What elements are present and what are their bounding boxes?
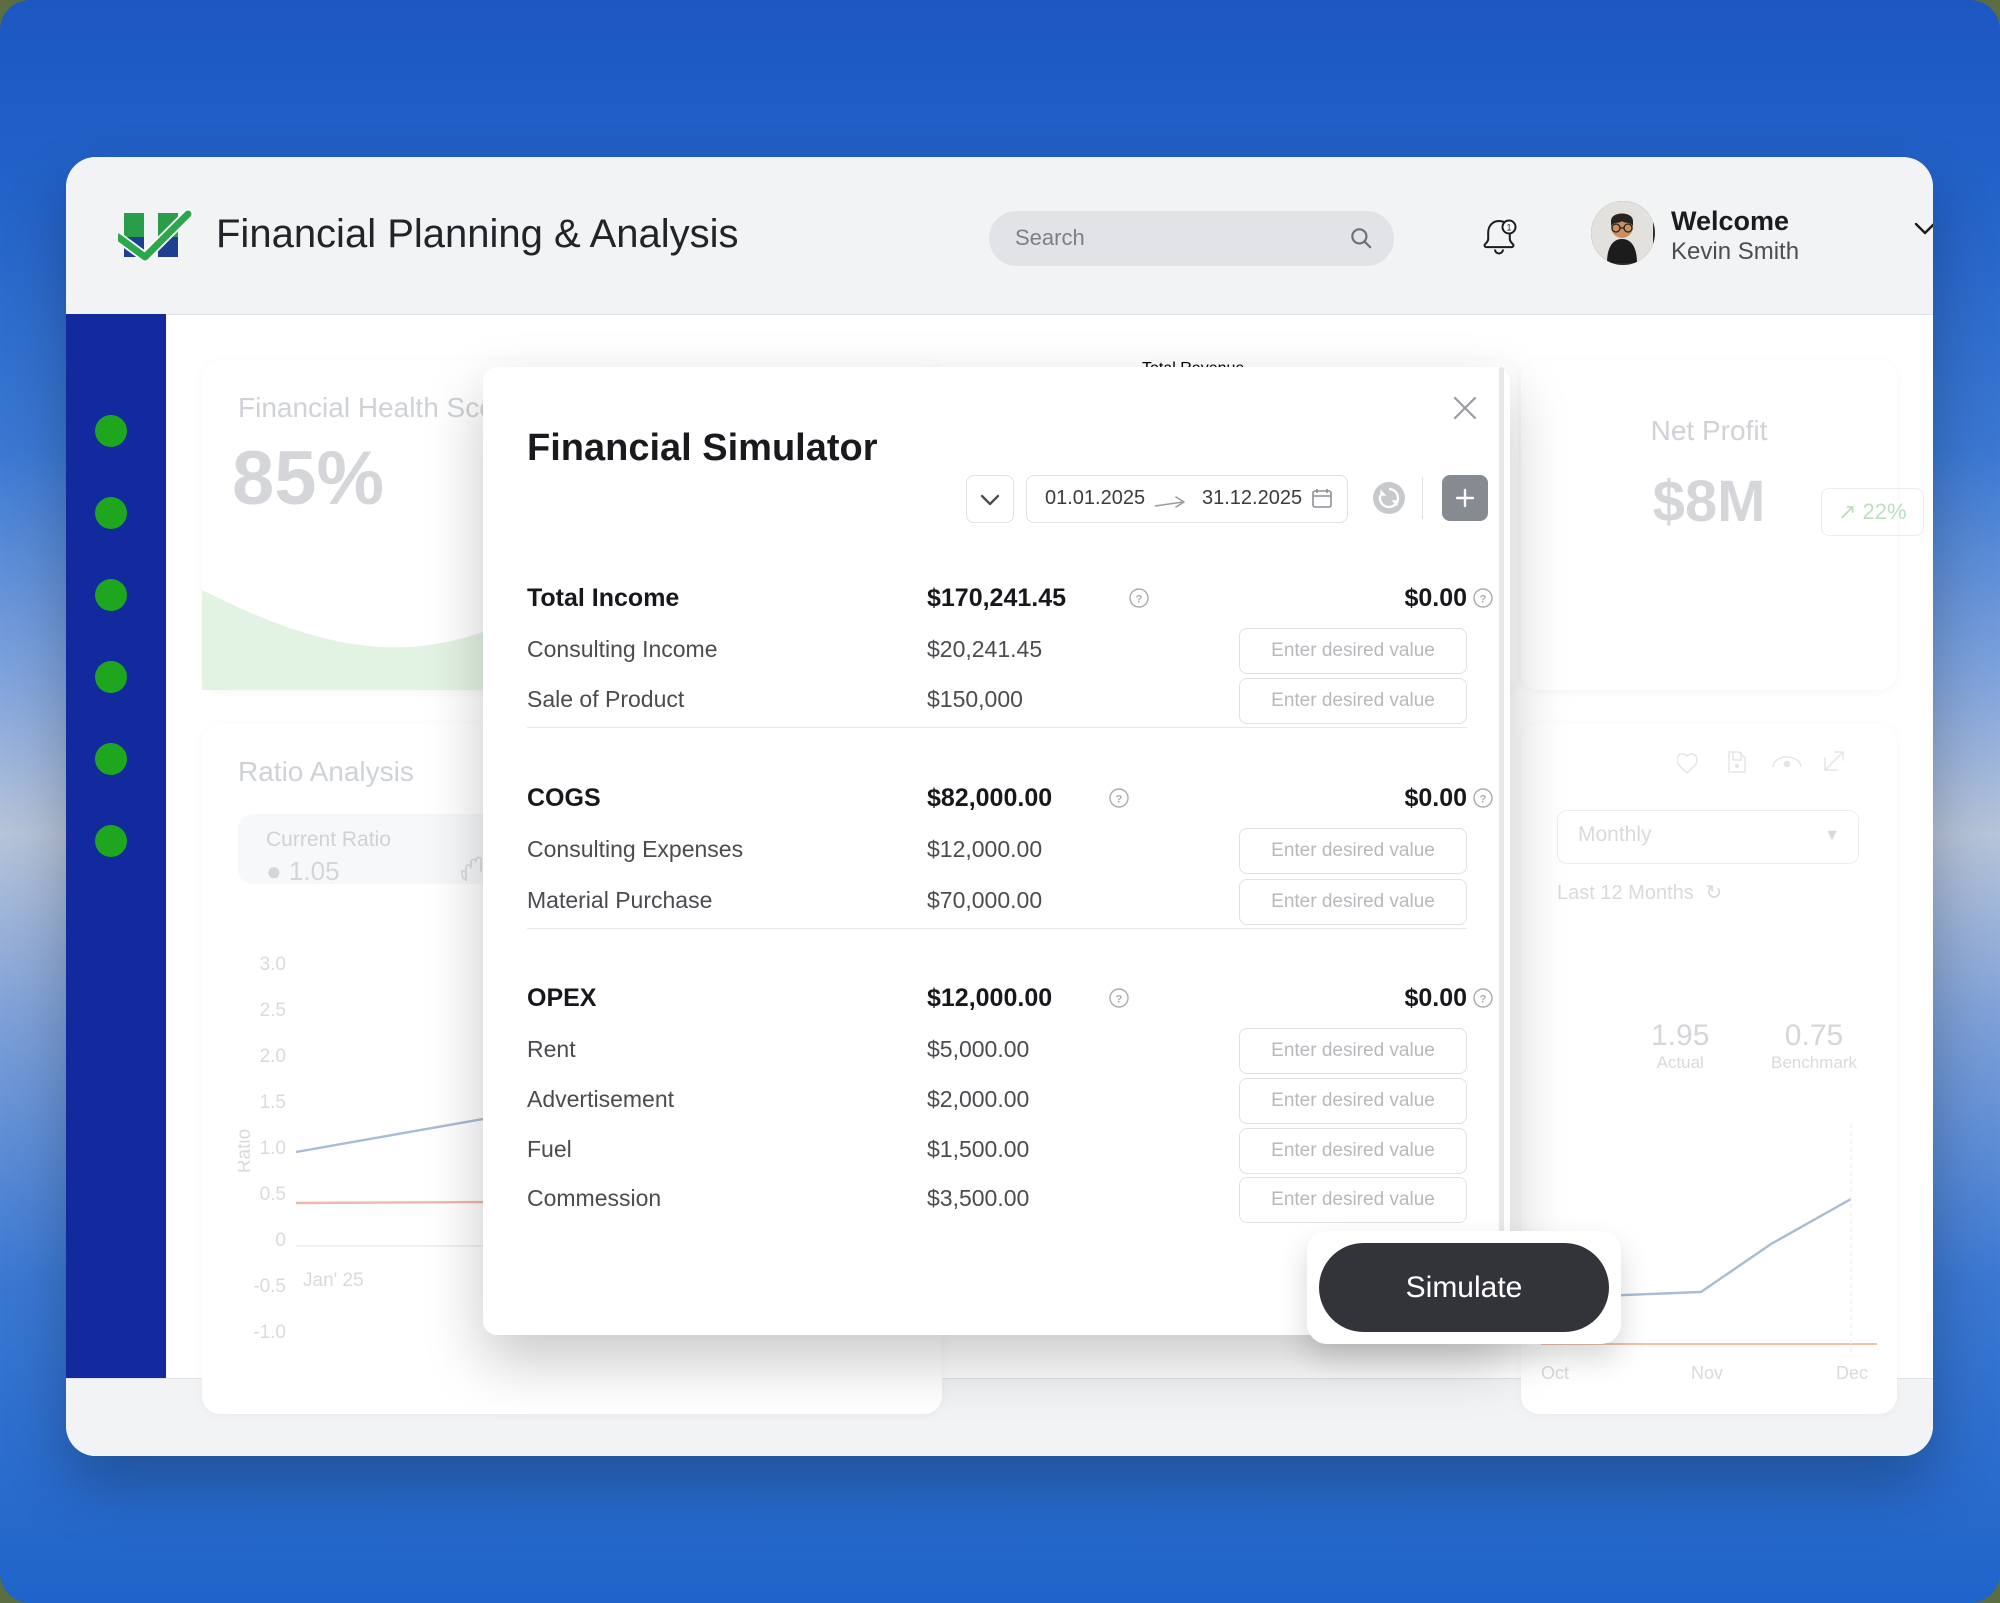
svg-text:-0.5: -0.5 <box>253 1276 286 1297</box>
svg-text:Oct: Oct <box>1541 1363 1569 1383</box>
svg-text:?: ? <box>1480 594 1487 606</box>
svg-text:?: ? <box>1480 794 1487 806</box>
svg-text:1.5: 1.5 <box>260 1092 286 1113</box>
svg-text:?: ? <box>1480 994 1487 1006</box>
svg-text:?: ? <box>1116 994 1123 1006</box>
svg-text:-1.0: -1.0 <box>253 1322 286 1343</box>
svg-text:Jan' 25: Jan' 25 <box>303 1270 364 1291</box>
svg-text:Nov: Nov <box>1691 1363 1723 1383</box>
svg-text:0.5: 0.5 <box>260 1184 286 1205</box>
svg-text:Dec: Dec <box>1836 1363 1868 1383</box>
svg-text:?: ? <box>1136 594 1143 606</box>
svg-text:2.0: 2.0 <box>260 1046 286 1067</box>
svg-text:1: 1 <box>1506 223 1511 233</box>
svg-text:Ratio: Ratio <box>238 1129 255 1173</box>
svg-text:1.0: 1.0 <box>260 1138 286 1159</box>
svg-text:0: 0 <box>275 1230 286 1251</box>
svg-text:2.5: 2.5 <box>260 1000 286 1021</box>
svg-text:3.0: 3.0 <box>260 954 286 975</box>
svg-text:?: ? <box>1116 794 1123 806</box>
